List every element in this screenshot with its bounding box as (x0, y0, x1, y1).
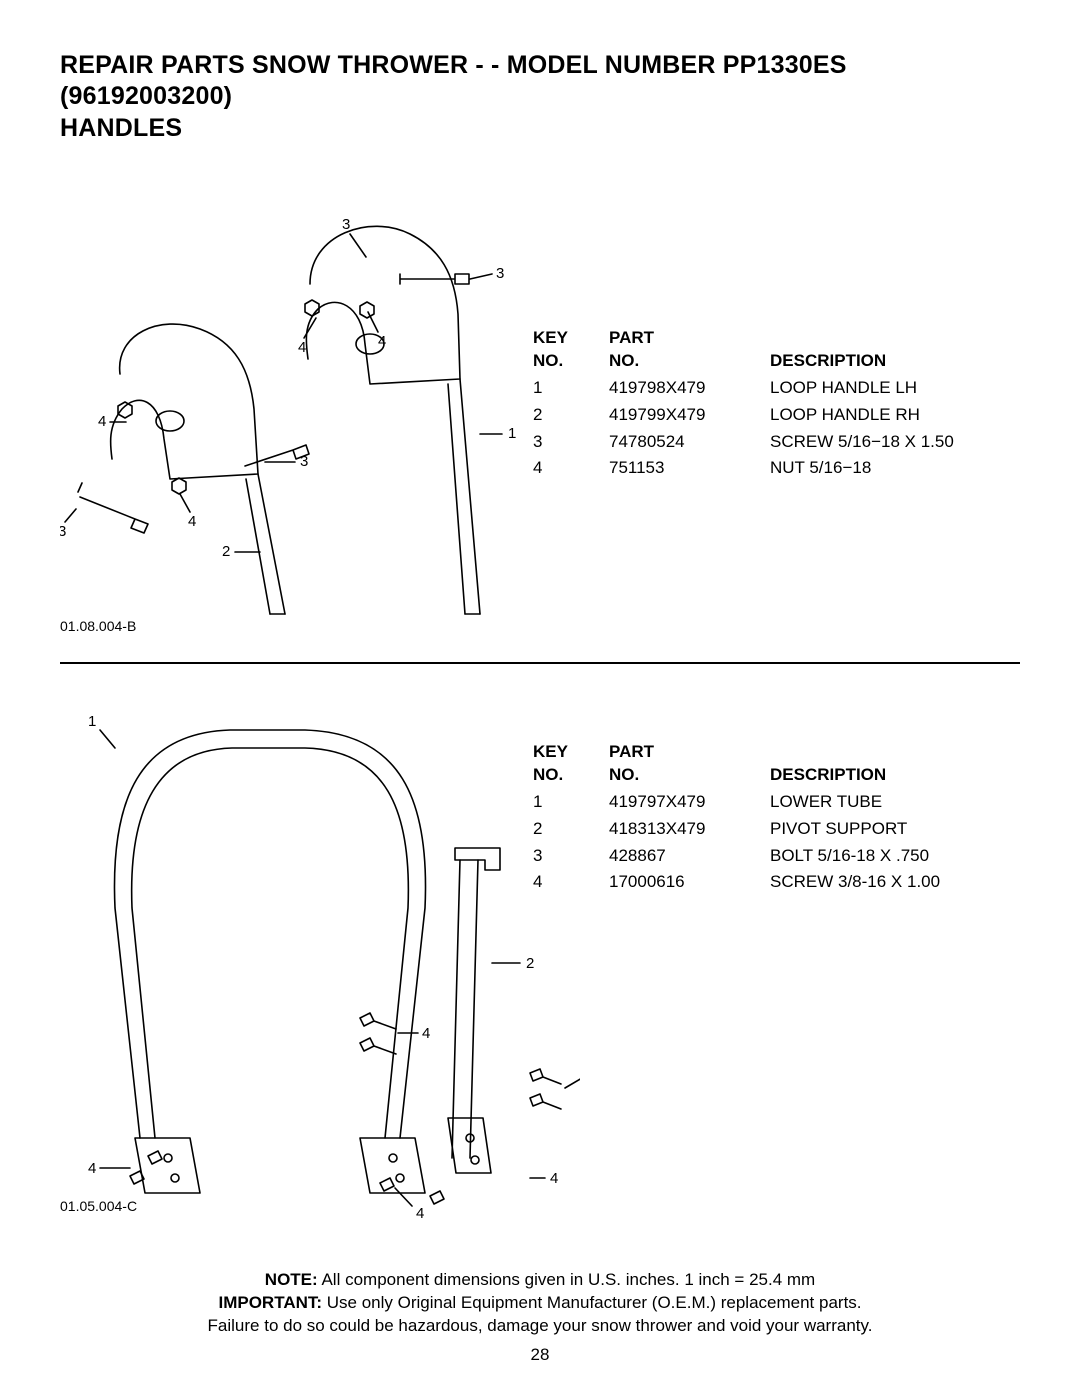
table-row: 417000616SCREW 3/8-16 X 1.00 (532, 870, 958, 895)
callout-4: 4 (550, 1170, 558, 1187)
diagram-top: 3 3 4 4 4 4 3 3 1 2 (60, 174, 540, 634)
th-desc: DESCRIPTION (769, 740, 958, 788)
callout-4: 4 (416, 1205, 424, 1218)
parts-table-bottom: KEYNO. PARTNO. DESCRIPTION 1419797X479LO… (530, 738, 960, 898)
callout-4: 4 (98, 413, 106, 430)
table-row: 1419797X479LOWER TUBE (532, 790, 958, 815)
th-key: KEYNO. (532, 326, 606, 374)
parts-table-top: KEYNO. PARTNO. DESCRIPTION 1419798X479LO… (530, 324, 974, 484)
callout-4: 4 (298, 339, 306, 356)
callout-3: 3 (60, 523, 66, 540)
callout-4: 4 (422, 1025, 430, 1042)
page-title: REPAIR PARTS SNOW THROWER - - MODEL NUMB… (60, 50, 1020, 144)
title-line-1: REPAIR PARTS SNOW THROWER - - MODEL NUMB… (60, 51, 847, 110)
th-part: PARTNO. (608, 740, 767, 788)
section-handles-bottom: 1 2 4 3 4 4 4 01.05.004-C KEYNO. PARTNO.… (60, 678, 1020, 1238)
footer-important: IMPORTANT: Use only Original Equipment M… (0, 1292, 1080, 1315)
callout-4: 4 (378, 333, 386, 350)
callout-1: 1 (508, 425, 516, 442)
diagram-bottom: 1 2 4 3 4 4 4 (60, 678, 580, 1218)
callout-2: 2 (526, 955, 534, 972)
callout-4: 4 (188, 513, 196, 530)
callout-3: 3 (496, 265, 504, 282)
callout-2: 2 (222, 543, 230, 560)
page-number: 28 (0, 1344, 1080, 1367)
section-handles-top: 3 3 4 4 4 4 3 3 1 2 01.08.004-B KEYNO. P… (60, 174, 1020, 644)
footer: NOTE: All component dimensions given in … (0, 1269, 1080, 1367)
footer-note: NOTE: All component dimensions given in … (0, 1269, 1080, 1292)
table-row: 1419798X479LOOP HANDLE LH (532, 376, 972, 401)
diagram-ref-bottom: 01.05.004-C (60, 1198, 137, 1214)
separator (60, 662, 1020, 664)
table-row: 2419799X479LOOP HANDLE RH (532, 403, 972, 428)
th-desc: DESCRIPTION (769, 326, 972, 374)
title-line-2: HANDLES (60, 114, 182, 142)
table-row: 374780524SCREW 5/16−18 X 1.50 (532, 430, 972, 455)
table-row: 2418313X479PIVOT SUPPORT (532, 817, 958, 842)
diagram-ref-top: 01.08.004-B (60, 618, 136, 634)
callout-1: 1 (88, 713, 96, 730)
page: REPAIR PARTS SNOW THROWER - - MODEL NUMB… (0, 0, 1080, 1397)
th-part: PARTNO. (608, 326, 767, 374)
table-row: 4751153NUT 5/16−18 (532, 456, 972, 481)
callout-4: 4 (88, 1160, 96, 1177)
th-key: KEYNO. (532, 740, 606, 788)
callout-3: 3 (300, 453, 308, 470)
footer-warning: Failure to do so could be hazardous, dam… (0, 1315, 1080, 1338)
table-row: 3428867BOLT 5/16-18 X .750 (532, 844, 958, 869)
callout-3: 3 (342, 216, 350, 233)
